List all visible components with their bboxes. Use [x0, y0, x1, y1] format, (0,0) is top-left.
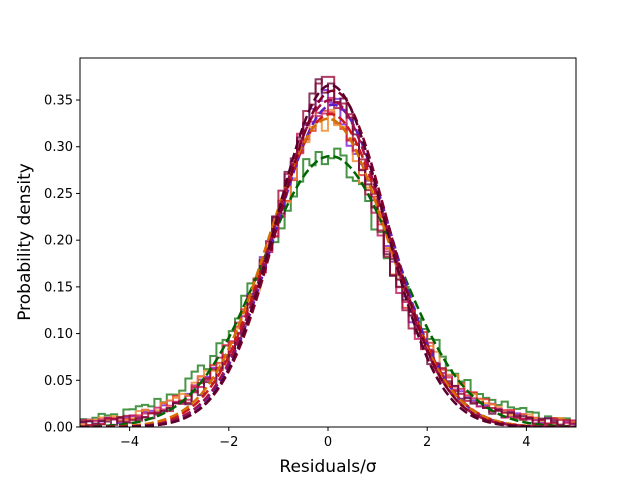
histogram-series-4 [80, 108, 576, 426]
gaussian-fit-curve-3 [80, 112, 576, 427]
x-axis-title: Residuals/σ [279, 457, 376, 477]
y-tick-label: 0.00 [44, 421, 73, 436]
x-tick-label: −2 [219, 435, 238, 450]
y-tick-label: 0.35 [44, 94, 73, 109]
x-tick-label: 4 [522, 435, 530, 450]
x-tick-label: 2 [423, 435, 431, 450]
y-tick-label: 0.05 [44, 374, 73, 389]
y-tick-label: 0.15 [44, 280, 73, 295]
fit-curve-layer [80, 83, 576, 427]
plot-area [80, 75, 576, 427]
x-axis: −4 −2 0 2 4 [120, 427, 531, 450]
gaussian-fit-curve-1 [80, 154, 576, 427]
histogram-series-7 [80, 78, 576, 427]
y-axis-title: Probability density [15, 163, 35, 321]
y-tick-label: 0.10 [44, 327, 73, 342]
y-tick-label: 0.25 [44, 187, 73, 202]
y-tick-label: 0.20 [44, 234, 73, 249]
histogram-layer [80, 75, 576, 427]
y-axis: 0.00 0.05 0.10 0.15 0.20 0.25 0.30 0.35 [44, 94, 80, 436]
gaussian-fit-curve-4 [80, 117, 576, 427]
x-tick-label: 0 [324, 435, 332, 450]
x-tick-label: −4 [120, 435, 139, 450]
y-tick-label: 0.30 [44, 140, 73, 155]
gaussian-fit-curve-7 [80, 83, 576, 427]
